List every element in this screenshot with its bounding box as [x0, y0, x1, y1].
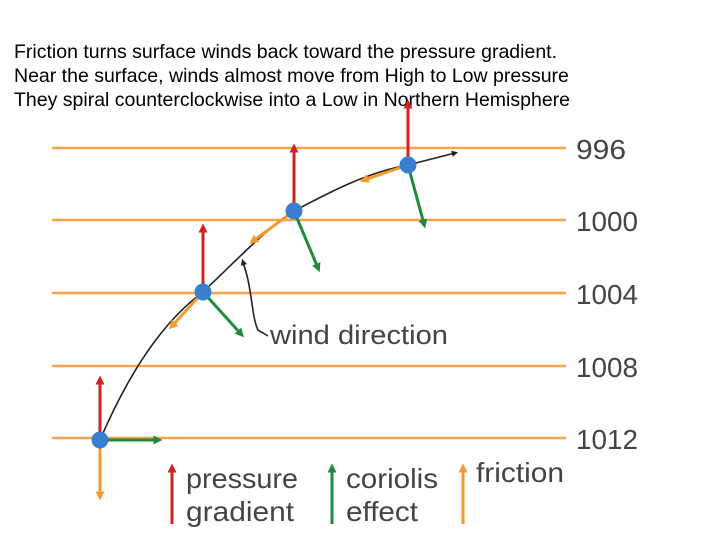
parcel-1000 — [249, 143, 321, 273]
caption-line-3: They spiral counterclockwise into a Low … — [14, 89, 570, 111]
parcel-1012 — [91, 375, 163, 501]
isobar-label-1008: 1008 — [576, 352, 638, 383]
caption-line-2: Near the surface, winds almost move from… — [14, 65, 569, 87]
isobar-lines — [52, 146, 566, 440]
legend-coriolis-label-1: coriolis — [346, 463, 438, 494]
coriolis-arrow — [201, 290, 245, 338]
legend-friction-label: friction — [476, 457, 564, 488]
air-parcel-dot — [91, 431, 109, 449]
caption: Friction turns surface winds back toward… — [14, 40, 714, 112]
air-parcel-dot — [194, 283, 212, 301]
coriolis-arrow — [292, 210, 321, 273]
wind-direction-pointer — [240, 258, 269, 337]
isobar-label-1000: 1000 — [576, 206, 638, 237]
parcel-1004 — [168, 223, 245, 338]
wind-direction-label: wind direction — [269, 320, 448, 350]
coriolis-arrow — [406, 164, 428, 229]
legend: pressure gradient coriolis effect fricti… — [167, 457, 564, 527]
isobar-label-1004: 1004 — [576, 279, 638, 310]
wind-path — [99, 150, 459, 441]
caption-line-1: Friction turns surface winds back toward… — [14, 41, 558, 63]
legend-coriolis-label-2: effect — [346, 496, 418, 527]
parcel-996 — [359, 99, 428, 229]
air-parcel-dot — [285, 202, 303, 220]
legend-pressure-label-2: gradient — [186, 496, 294, 527]
isobar-label-1012: 1012 — [576, 424, 638, 455]
legend-pressure-label-1: pressure — [186, 463, 298, 494]
air-parcel-dot — [399, 156, 417, 174]
isobar-label-996: 996 — [576, 134, 626, 165]
